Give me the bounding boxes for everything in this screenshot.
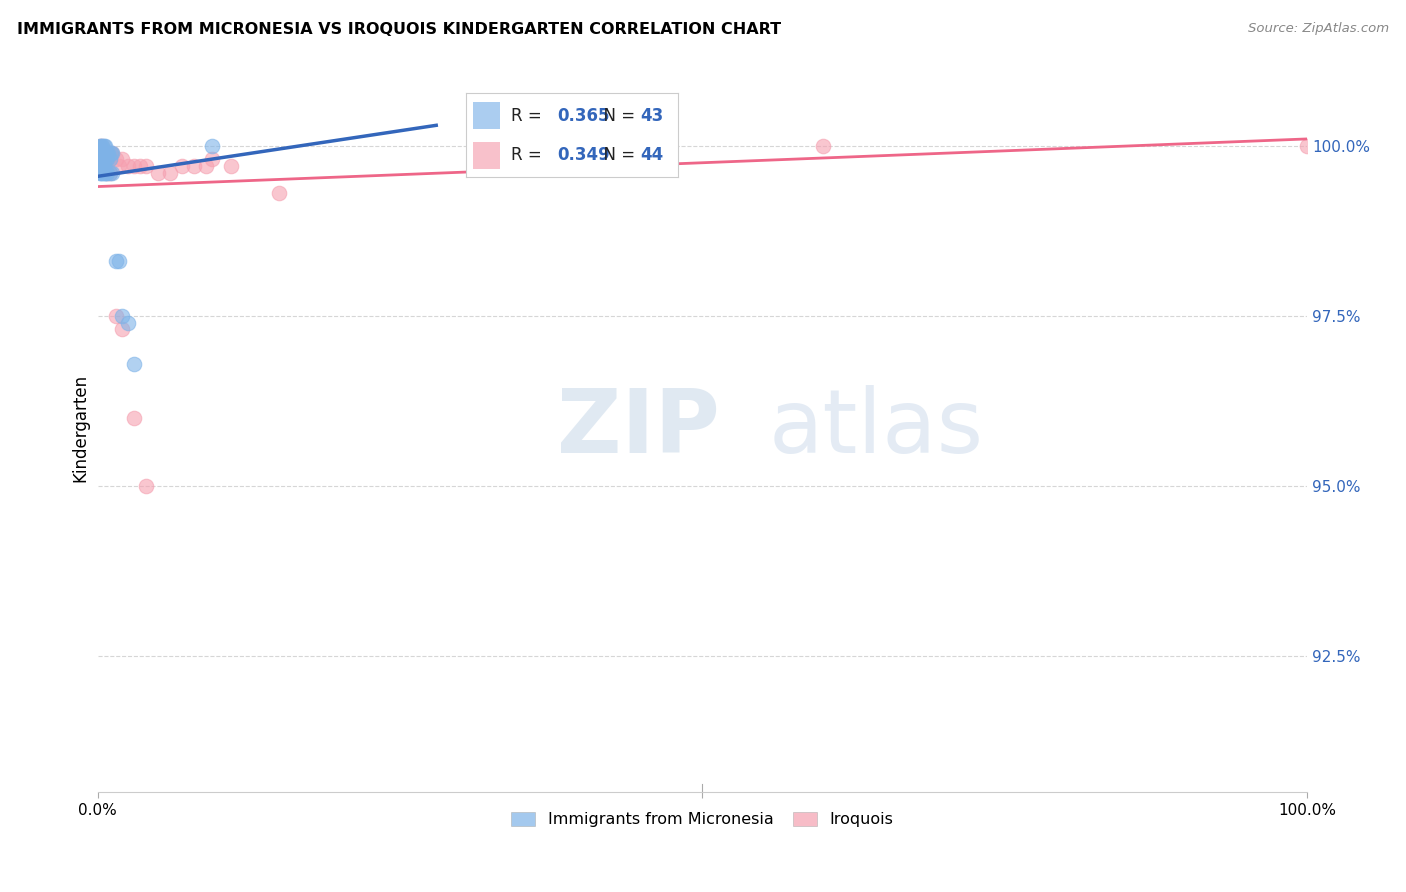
Point [122, 411, 145, 425]
Point [129, 159, 152, 173]
Point [91, 159, 114, 173]
Point [195, 159, 218, 173]
Point [89, 159, 111, 173]
Point [104, 309, 127, 323]
Point [172, 159, 194, 173]
Legend: Immigrants from Micronesia, Iroquois: Immigrants from Micronesia, Iroquois [503, 804, 901, 835]
Point [91, 138, 114, 153]
Point [267, 186, 290, 201]
Point [135, 159, 157, 173]
Point [96, 166, 118, 180]
Text: IMMIGRANTS FROM MICRONESIA VS IROQUOIS KINDERGARTEN CORRELATION CHART: IMMIGRANTS FROM MICRONESIA VS IROQUOIS K… [17, 22, 780, 37]
Point [813, 138, 835, 153]
Point [90, 159, 112, 173]
Point [89, 145, 111, 160]
Y-axis label: Kindergarten: Kindergarten [72, 374, 89, 483]
Point [117, 316, 139, 330]
Point [101, 145, 124, 160]
Point [94, 138, 117, 153]
Point [94, 145, 117, 160]
Point [94, 153, 117, 167]
Point [98, 166, 121, 180]
Point [91, 145, 114, 160]
Point [89, 166, 111, 180]
Point [117, 159, 139, 173]
Point [90, 153, 112, 167]
Point [94, 159, 117, 173]
Point [93, 153, 115, 167]
Point [1296, 138, 1319, 153]
Point [96, 145, 118, 160]
Point [94, 145, 117, 160]
Point [98, 166, 121, 180]
Point [89, 159, 111, 173]
Point [89, 138, 111, 153]
Point [183, 159, 205, 173]
Point [201, 138, 224, 153]
Point [91, 138, 114, 153]
Point [93, 166, 115, 180]
Point [122, 159, 145, 173]
Point [100, 145, 122, 160]
Point [87, 145, 110, 160]
Point [97, 145, 120, 160]
Point [104, 153, 127, 167]
Point [91, 159, 114, 173]
Point [93, 138, 115, 153]
Point [108, 159, 131, 173]
Point [111, 153, 134, 167]
Point [101, 145, 124, 160]
Text: atlas: atlas [769, 384, 984, 472]
Point [93, 145, 115, 160]
Point [98, 145, 121, 160]
Point [90, 153, 112, 167]
Point [87, 159, 110, 173]
Point [90, 145, 112, 160]
Point [89, 138, 111, 153]
Point [91, 153, 114, 167]
Point [98, 153, 121, 167]
Text: ZIP: ZIP [557, 384, 720, 472]
Point [101, 166, 124, 180]
Text: Source: ZipAtlas.com: Source: ZipAtlas.com [1249, 22, 1389, 36]
Point [94, 145, 117, 160]
Point [90, 145, 112, 160]
Point [135, 479, 157, 493]
Point [122, 357, 145, 371]
Point [111, 309, 134, 323]
Point [108, 254, 131, 268]
Point [104, 254, 127, 268]
Point [96, 153, 118, 167]
Point [94, 153, 117, 167]
Point [94, 166, 117, 180]
Point [90, 138, 112, 153]
Point [98, 153, 121, 167]
Point [87, 159, 110, 173]
Point [93, 153, 115, 167]
Point [201, 153, 224, 167]
Point [93, 145, 115, 160]
Point [91, 166, 114, 180]
Point [91, 145, 114, 160]
Point [93, 159, 115, 173]
Point [219, 159, 242, 173]
Point [111, 322, 134, 336]
Point [90, 159, 112, 173]
Point [96, 166, 118, 180]
Point [96, 145, 118, 160]
Point [94, 145, 117, 160]
Point [159, 166, 181, 180]
Point [90, 166, 112, 180]
Point [96, 153, 118, 167]
Point [94, 153, 117, 167]
Point [94, 166, 117, 180]
Point [146, 166, 169, 180]
Point [93, 159, 115, 173]
